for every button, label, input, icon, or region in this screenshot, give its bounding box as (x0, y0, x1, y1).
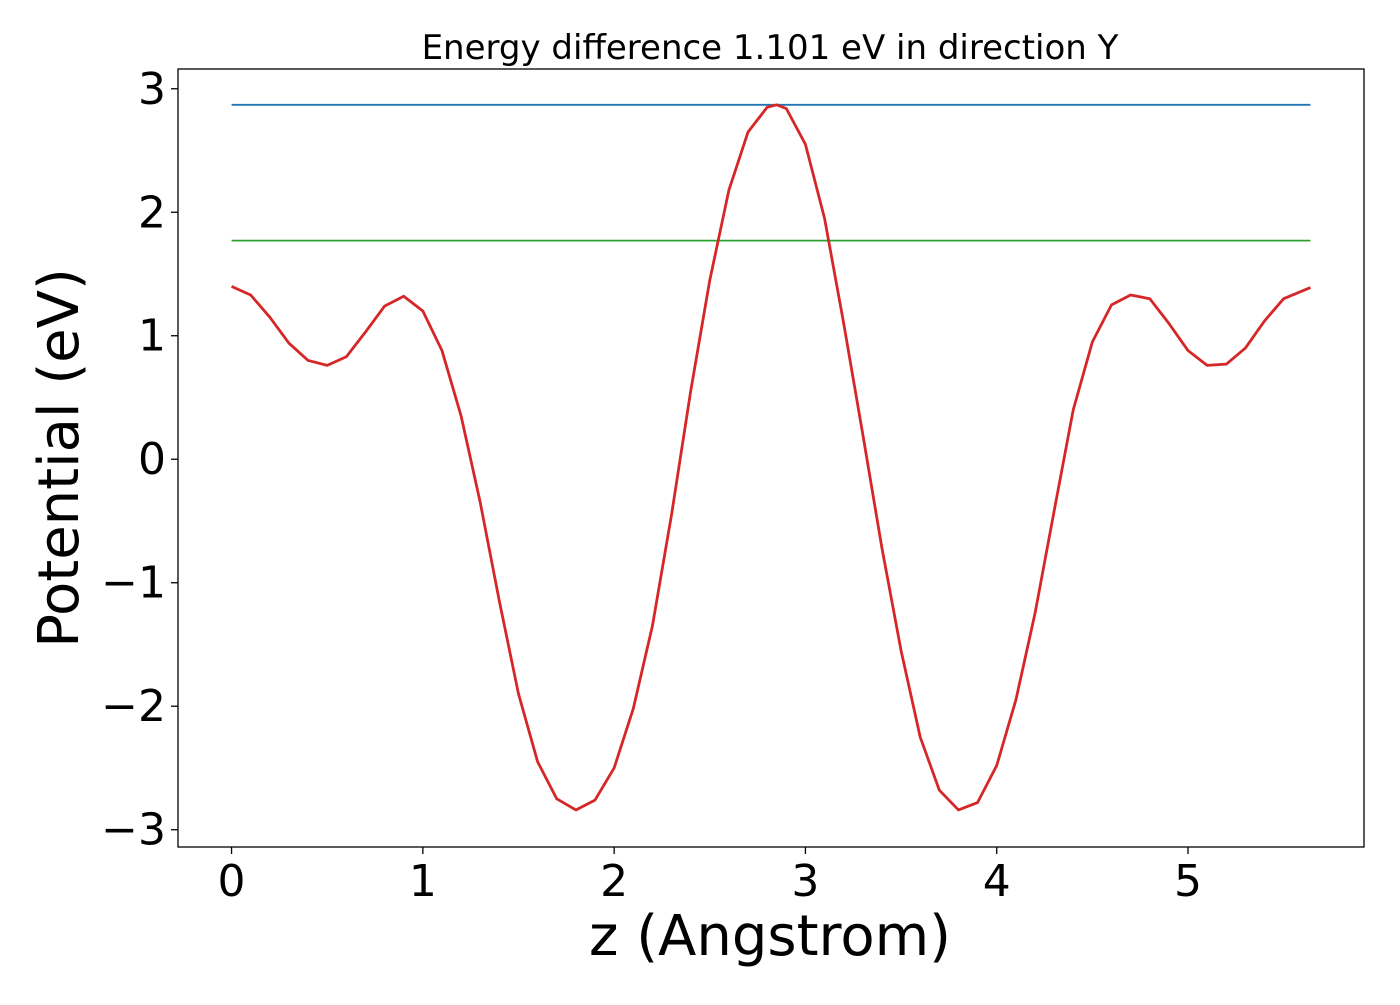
y-axis: −3 −2 −1 0 1 2 3 (101, 64, 178, 856)
plot-lines (230, 103, 1311, 812)
chart-title: Energy difference 1.101 eV in direction … (422, 28, 1119, 68)
x-tick-label: 1 (409, 856, 437, 907)
y-tick-label: −2 (101, 681, 166, 732)
x-tick-label: 4 (983, 856, 1011, 907)
x-tick-label: 3 (791, 856, 819, 907)
x-axis-label: z (Angstrom) (589, 904, 951, 969)
y-tick-label: −3 (101, 805, 166, 856)
y-tick-label: 2 (138, 187, 166, 238)
y-tick-label: −1 (101, 558, 166, 609)
x-tick-label: 2 (600, 856, 628, 907)
y-tick-label: 0 (138, 434, 166, 485)
plot-frame (177, 68, 1365, 848)
x-axis: 0 1 2 3 4 5 (218, 847, 1202, 907)
potential-curve (230, 103, 1311, 812)
x-tick-label: 5 (1174, 856, 1202, 907)
y-tick-label: 1 (138, 311, 166, 362)
y-axis-label: Potential (eV) (27, 268, 92, 648)
x-tick-label: 0 (218, 856, 246, 907)
y-tick-label: 3 (138, 64, 166, 115)
